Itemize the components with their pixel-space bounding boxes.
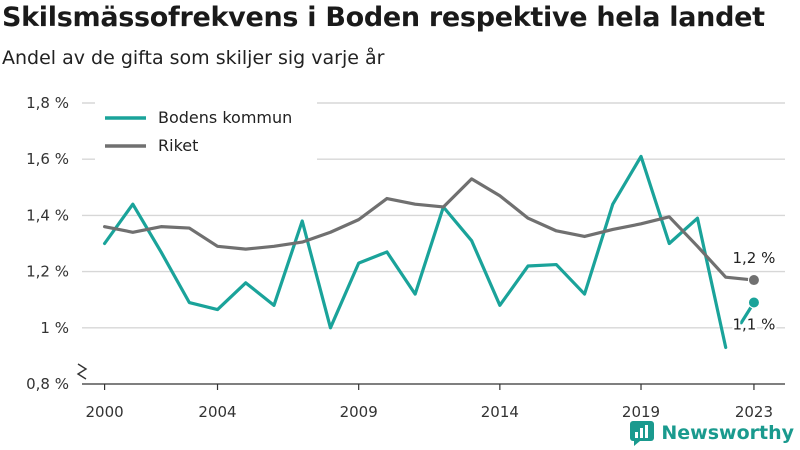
x-tick-label: 2014 [481, 403, 519, 421]
y-tick-label: 1,6 % [26, 150, 69, 168]
end-value-label: 1,1 % [732, 316, 775, 334]
x-tick-label: 2004 [198, 403, 236, 421]
series-line-1 [102, 177, 756, 282]
series-end-point [747, 274, 760, 287]
chart-subtitle: Andel av de gifta som skiljer sig varje … [2, 47, 385, 69]
end-value-label: 1,2 % [732, 249, 775, 267]
y-tick-label: 1 % [40, 319, 69, 337]
brand-name: Newsworthy [661, 422, 794, 444]
chart-title: Skilsmässofrekvens i Boden respektive he… [2, 2, 765, 33]
axis-break-icon [76, 363, 88, 380]
end-label-halo: 1,1 % [732, 316, 775, 334]
x-tick-label: 2019 [622, 403, 660, 421]
y-tick-label: 1,4 % [26, 206, 69, 224]
x-tick-label: 2009 [340, 403, 378, 421]
series-end-point [747, 296, 760, 309]
newsworthy-logo-icon [630, 421, 655, 446]
end-label-halo: 1,2 % [732, 249, 775, 267]
series-line-0 [102, 154, 728, 350]
x-tick-label: 2000 [85, 403, 123, 421]
y-tick-label: 1,2 % [26, 263, 69, 281]
legend-label: Bodens kommun [158, 108, 292, 127]
x-tick-label: 2023 [735, 403, 773, 421]
brand-logo: Newsworthy [629, 420, 794, 446]
y-tick-label: 1,8 % [26, 94, 69, 112]
legend-label: Riket [158, 136, 198, 155]
y-tick-label: 0,8 % [26, 375, 69, 393]
legend-box [95, 101, 317, 167]
